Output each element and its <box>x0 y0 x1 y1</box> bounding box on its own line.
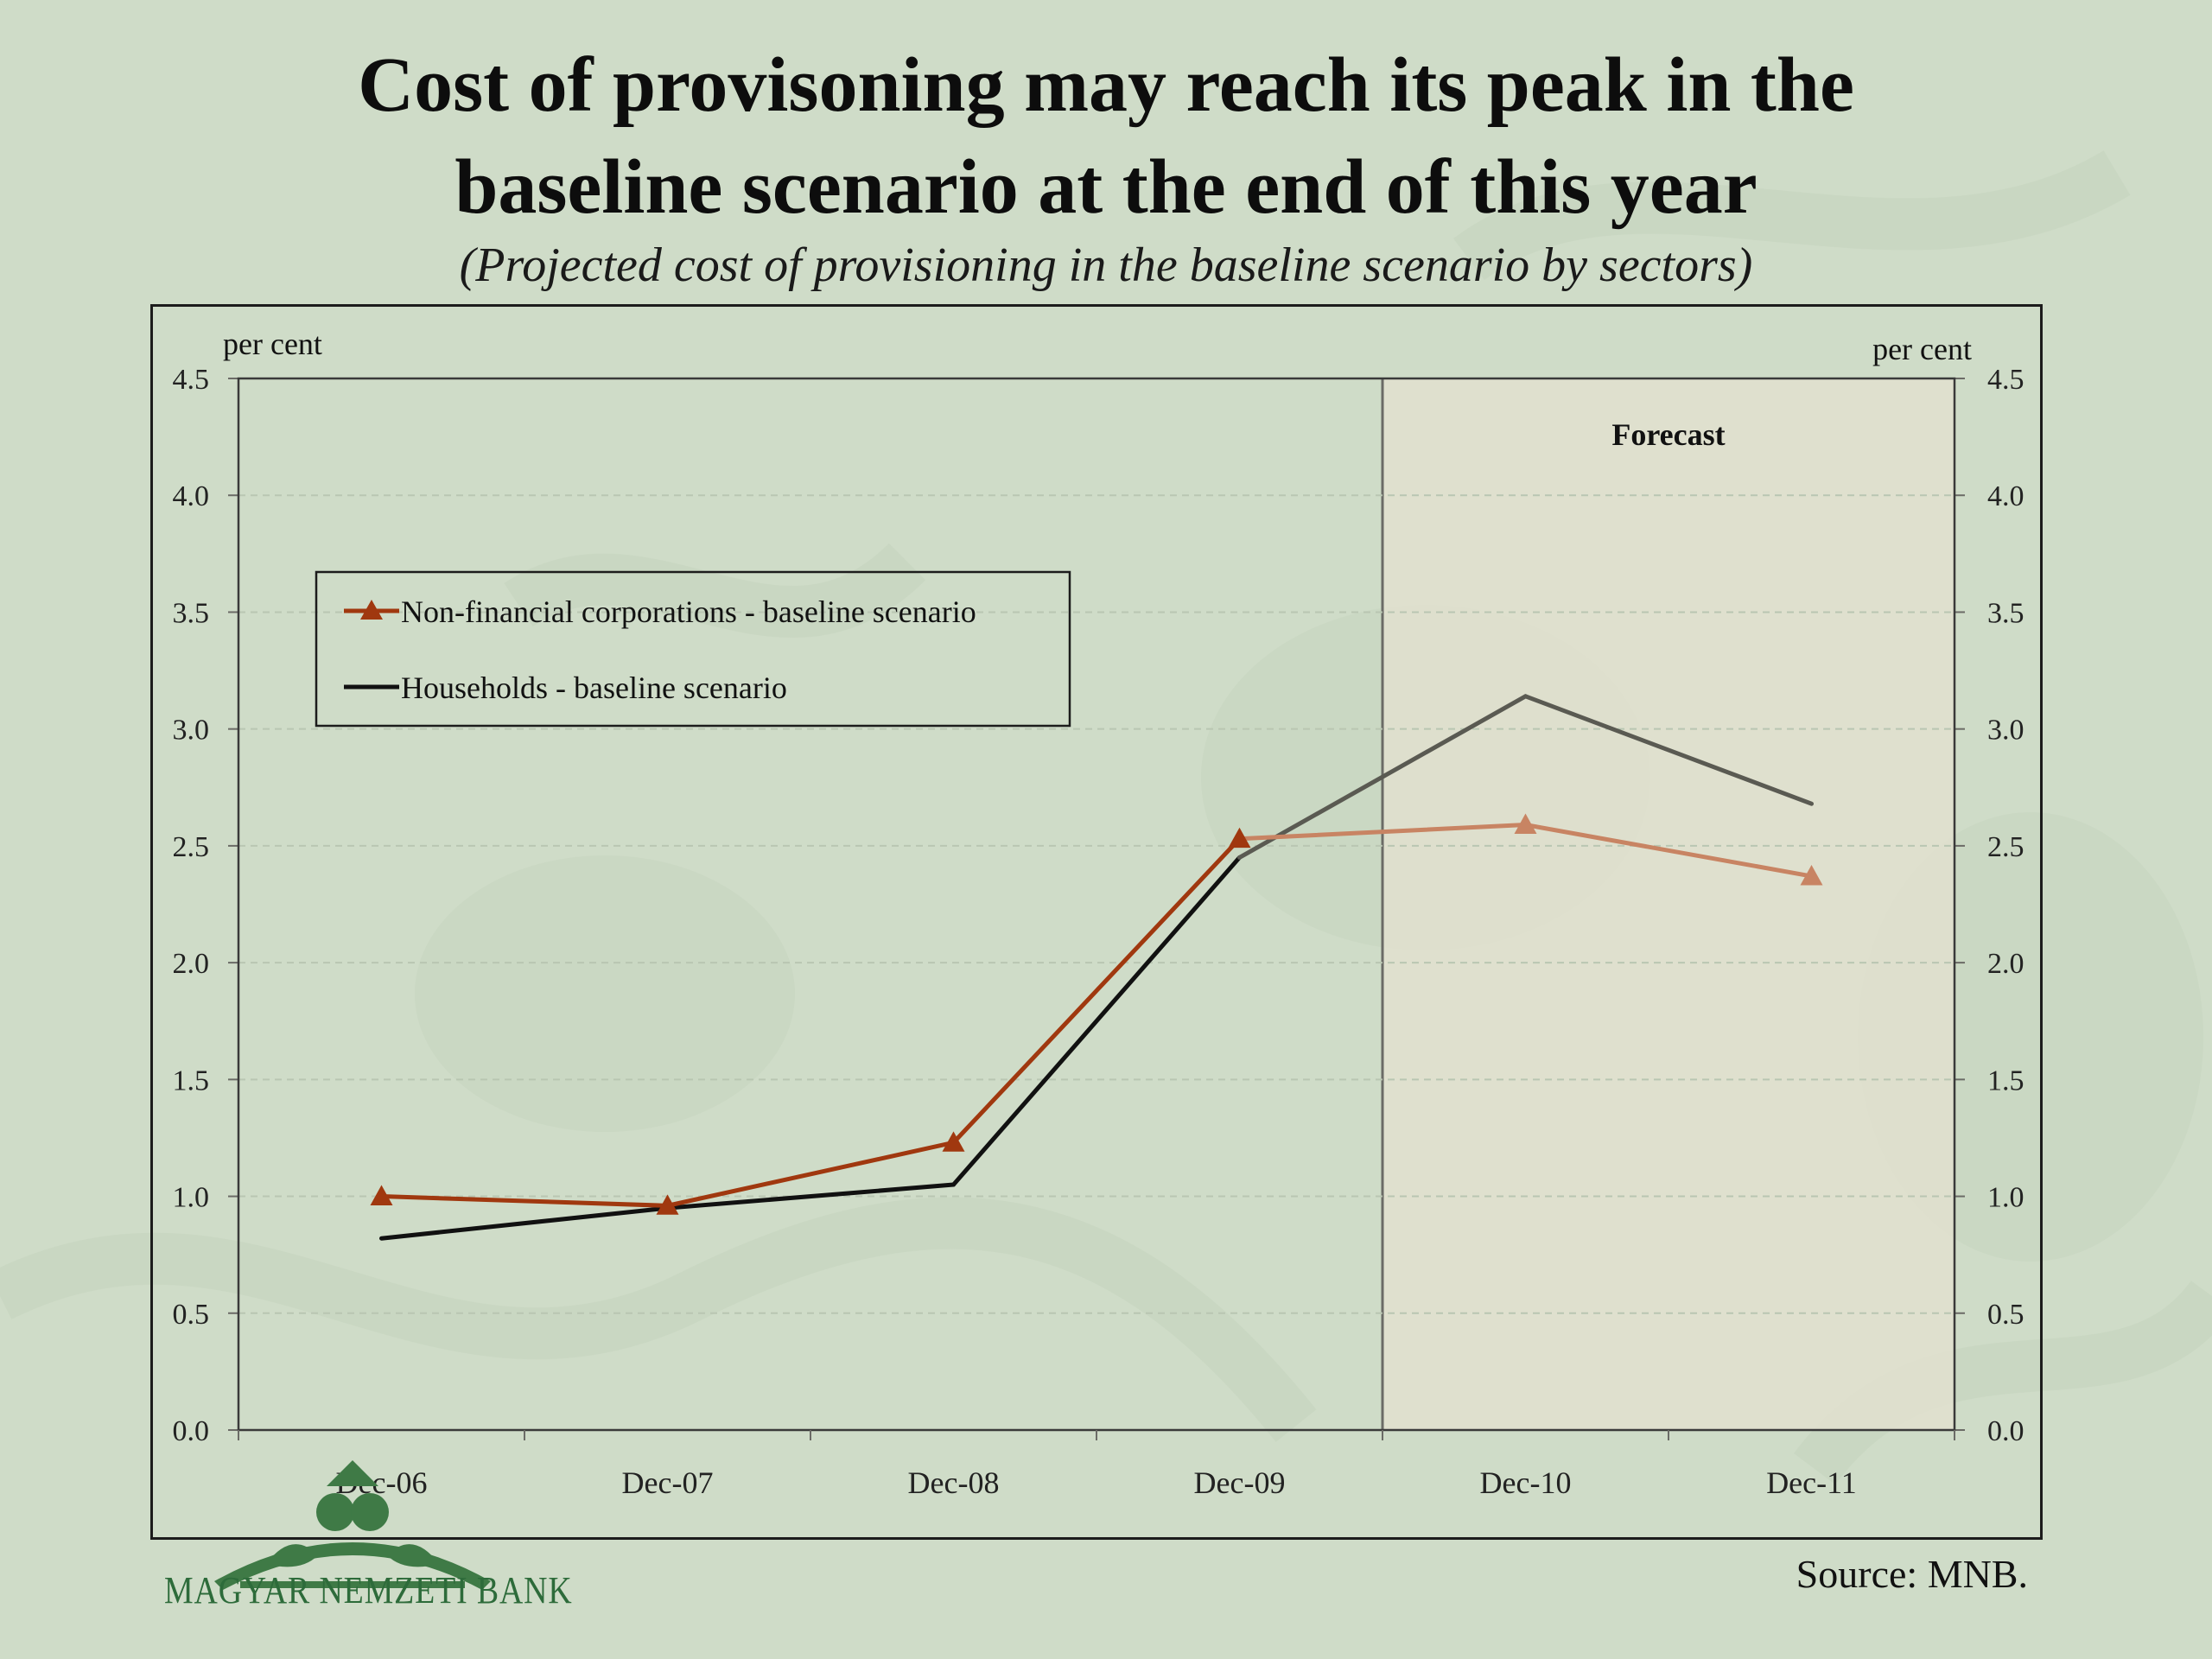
bank-logo-text: MAGYAR NEMZETI BANK <box>164 1569 573 1611</box>
title-line-1: Cost of provisoning may reach its peak i… <box>358 42 1854 128</box>
forecast-label: Forecast <box>1611 417 1725 452</box>
y-tick-label-left: 0.0 <box>173 1415 210 1447</box>
nonfin-triangle-marker <box>1514 813 1537 834</box>
x-tick-label: Dec-11 <box>1766 1465 1857 1500</box>
chart-frame <box>150 304 2043 1540</box>
y-tick-label-right: 0.5 <box>1987 1299 2024 1331</box>
y-axis-label-right: per cent <box>1872 332 1972 366</box>
y-tick-label-left: 1.5 <box>173 1065 210 1096</box>
nonfin-line-segment <box>665 1140 956 1208</box>
x-tick-label: Dec-09 <box>1194 1465 1286 1500</box>
y-tick-label-right: 1.0 <box>1987 1182 2024 1214</box>
nonfin-triangle-marker <box>370 1185 393 1205</box>
households-line-segment <box>1237 694 1528 860</box>
y-tick-label-right: 4.5 <box>1987 364 2024 396</box>
nonfin-triangle-marker <box>656 1194 679 1215</box>
y-tick-label-right: 4.0 <box>1987 480 2024 512</box>
y-tick-label-left: 0.5 <box>173 1299 210 1331</box>
y-tick-label-right: 1.5 <box>1987 1065 2024 1096</box>
nonfin-line-segment <box>379 1194 670 1208</box>
households-line-segment <box>1523 694 1814 806</box>
y-tick-label-left: 2.0 <box>173 948 210 980</box>
y-tick-label-right: 3.0 <box>1987 715 2024 747</box>
y-tick-label-left: 2.5 <box>173 831 210 863</box>
y-tick-label-left: 1.0 <box>173 1182 210 1214</box>
nonfin-line-segment <box>1523 823 1814 879</box>
households-line-segment <box>665 1182 956 1211</box>
y-tick-label-right: 0.0 <box>1987 1415 2024 1447</box>
nonfin-line-segment <box>1237 823 1528 842</box>
forecast-region <box>1382 378 1955 1430</box>
y-tick-label-right: 2.0 <box>1987 948 2024 980</box>
households-line-segment <box>951 855 1242 1187</box>
y-tick-label-left: 3.5 <box>173 597 210 629</box>
x-tick-label: Dec-07 <box>622 1465 714 1500</box>
y-tick-label-left: 4.5 <box>173 364 210 396</box>
y-tick-label-left: 4.0 <box>173 480 210 512</box>
nonfin-line-segment <box>951 836 1242 1145</box>
chart-subtitle: (Projected cost of provisioning in the b… <box>459 238 1753 292</box>
legend-label-households: Households - baseline scenario <box>401 671 787 705</box>
title-line-2: baseline scenario at the end of this yea… <box>454 144 1758 230</box>
y-axis-label-left: per cent <box>223 327 322 361</box>
legend-nonfin-marker <box>360 600 383 620</box>
x-tick-label: Dec-10 <box>1480 1465 1572 1500</box>
bank-logo-icon <box>214 1460 491 1590</box>
nonfin-triangle-marker <box>942 1131 965 1152</box>
nonfin-triangle-marker <box>1800 865 1823 886</box>
chart-title: Cost of provisoning may reach its peak i… <box>173 35 2039 238</box>
y-tick-label-left: 3.0 <box>173 715 210 747</box>
legend-box <box>315 570 1071 728</box>
y-tick-label-right: 2.5 <box>1987 831 2024 863</box>
nonfin-triangle-marker <box>1228 827 1251 849</box>
x-tick-label: Dec-08 <box>908 1465 1000 1500</box>
source-note: Source: MNB. <box>1796 1552 2028 1596</box>
y-tick-label-right: 3.5 <box>1987 597 2024 629</box>
legend-label-nonfin: Non-financial corporations - baseline sc… <box>401 594 976 629</box>
households-line-segment <box>379 1205 670 1241</box>
